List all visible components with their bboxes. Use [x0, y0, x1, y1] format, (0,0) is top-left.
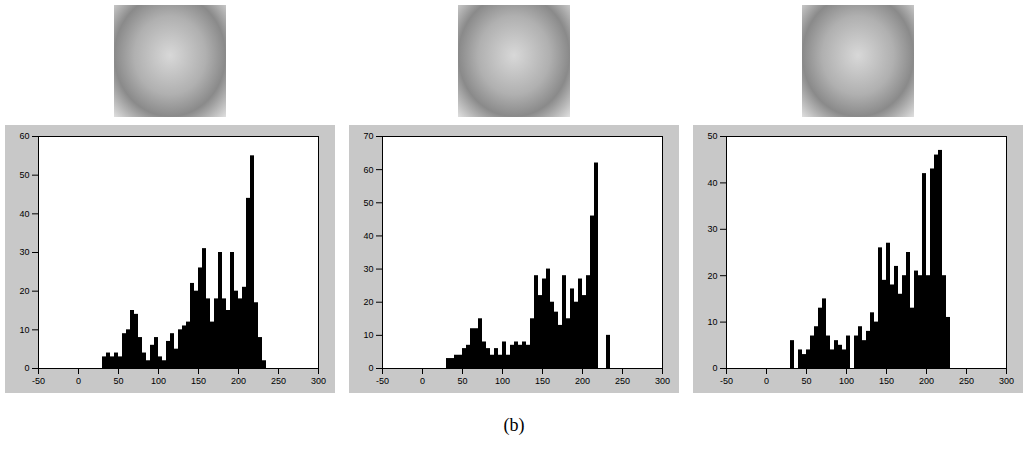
svg-text:300: 300	[999, 376, 1014, 386]
svg-text:250: 250	[271, 376, 286, 386]
svg-text:30: 30	[363, 264, 373, 274]
svg-text:20: 20	[363, 297, 373, 307]
svg-text:50: 50	[19, 170, 29, 180]
svg-text:250: 250	[615, 376, 630, 386]
svg-text:0: 0	[712, 363, 717, 373]
svg-text:100: 100	[839, 376, 854, 386]
svg-text:-50: -50	[720, 376, 733, 386]
svg-text:40: 40	[363, 231, 373, 241]
svg-text:20: 20	[19, 286, 29, 296]
svg-text:70: 70	[363, 131, 373, 141]
svg-text:0: 0	[420, 376, 425, 386]
svg-text:10: 10	[19, 325, 29, 335]
svg-text:10: 10	[363, 330, 373, 340]
svg-text:-50: -50	[376, 376, 389, 386]
svg-text:0: 0	[76, 376, 81, 386]
html-text:(b): (b)	[503, 415, 525, 435]
svg-text:200: 200	[919, 376, 934, 386]
svg-text:150: 150	[191, 376, 206, 386]
svg-text:300: 300	[311, 376, 326, 386]
svg-text:60: 60	[363, 165, 373, 175]
svg-text:50: 50	[363, 198, 373, 208]
svg-text:250: 250	[959, 376, 974, 386]
svg-text:200: 200	[575, 376, 590, 386]
svg-text:100: 100	[151, 376, 166, 386]
svg-text:50: 50	[457, 376, 467, 386]
svg-text:40: 40	[707, 178, 717, 188]
svg-text:20: 20	[707, 271, 717, 281]
svg-text:0: 0	[24, 363, 29, 373]
svg-text:50: 50	[113, 376, 123, 386]
svg-text:300: 300	[655, 376, 670, 386]
svg-text:30: 30	[19, 247, 29, 257]
svg-text:40: 40	[19, 209, 29, 219]
svg-text:50: 50	[801, 376, 811, 386]
svg-text:0: 0	[764, 376, 769, 386]
svg-text:200: 200	[231, 376, 246, 386]
svg-text:10: 10	[707, 317, 717, 327]
svg-text:150: 150	[879, 376, 894, 386]
svg-text:100: 100	[495, 376, 510, 386]
svg-text:0: 0	[368, 363, 373, 373]
svg-text:30: 30	[707, 224, 717, 234]
svg-text:-50: -50	[32, 376, 45, 386]
svg-text:50: 50	[707, 131, 717, 141]
svg-text:60: 60	[19, 131, 29, 141]
svg-text:150: 150	[535, 376, 550, 386]
